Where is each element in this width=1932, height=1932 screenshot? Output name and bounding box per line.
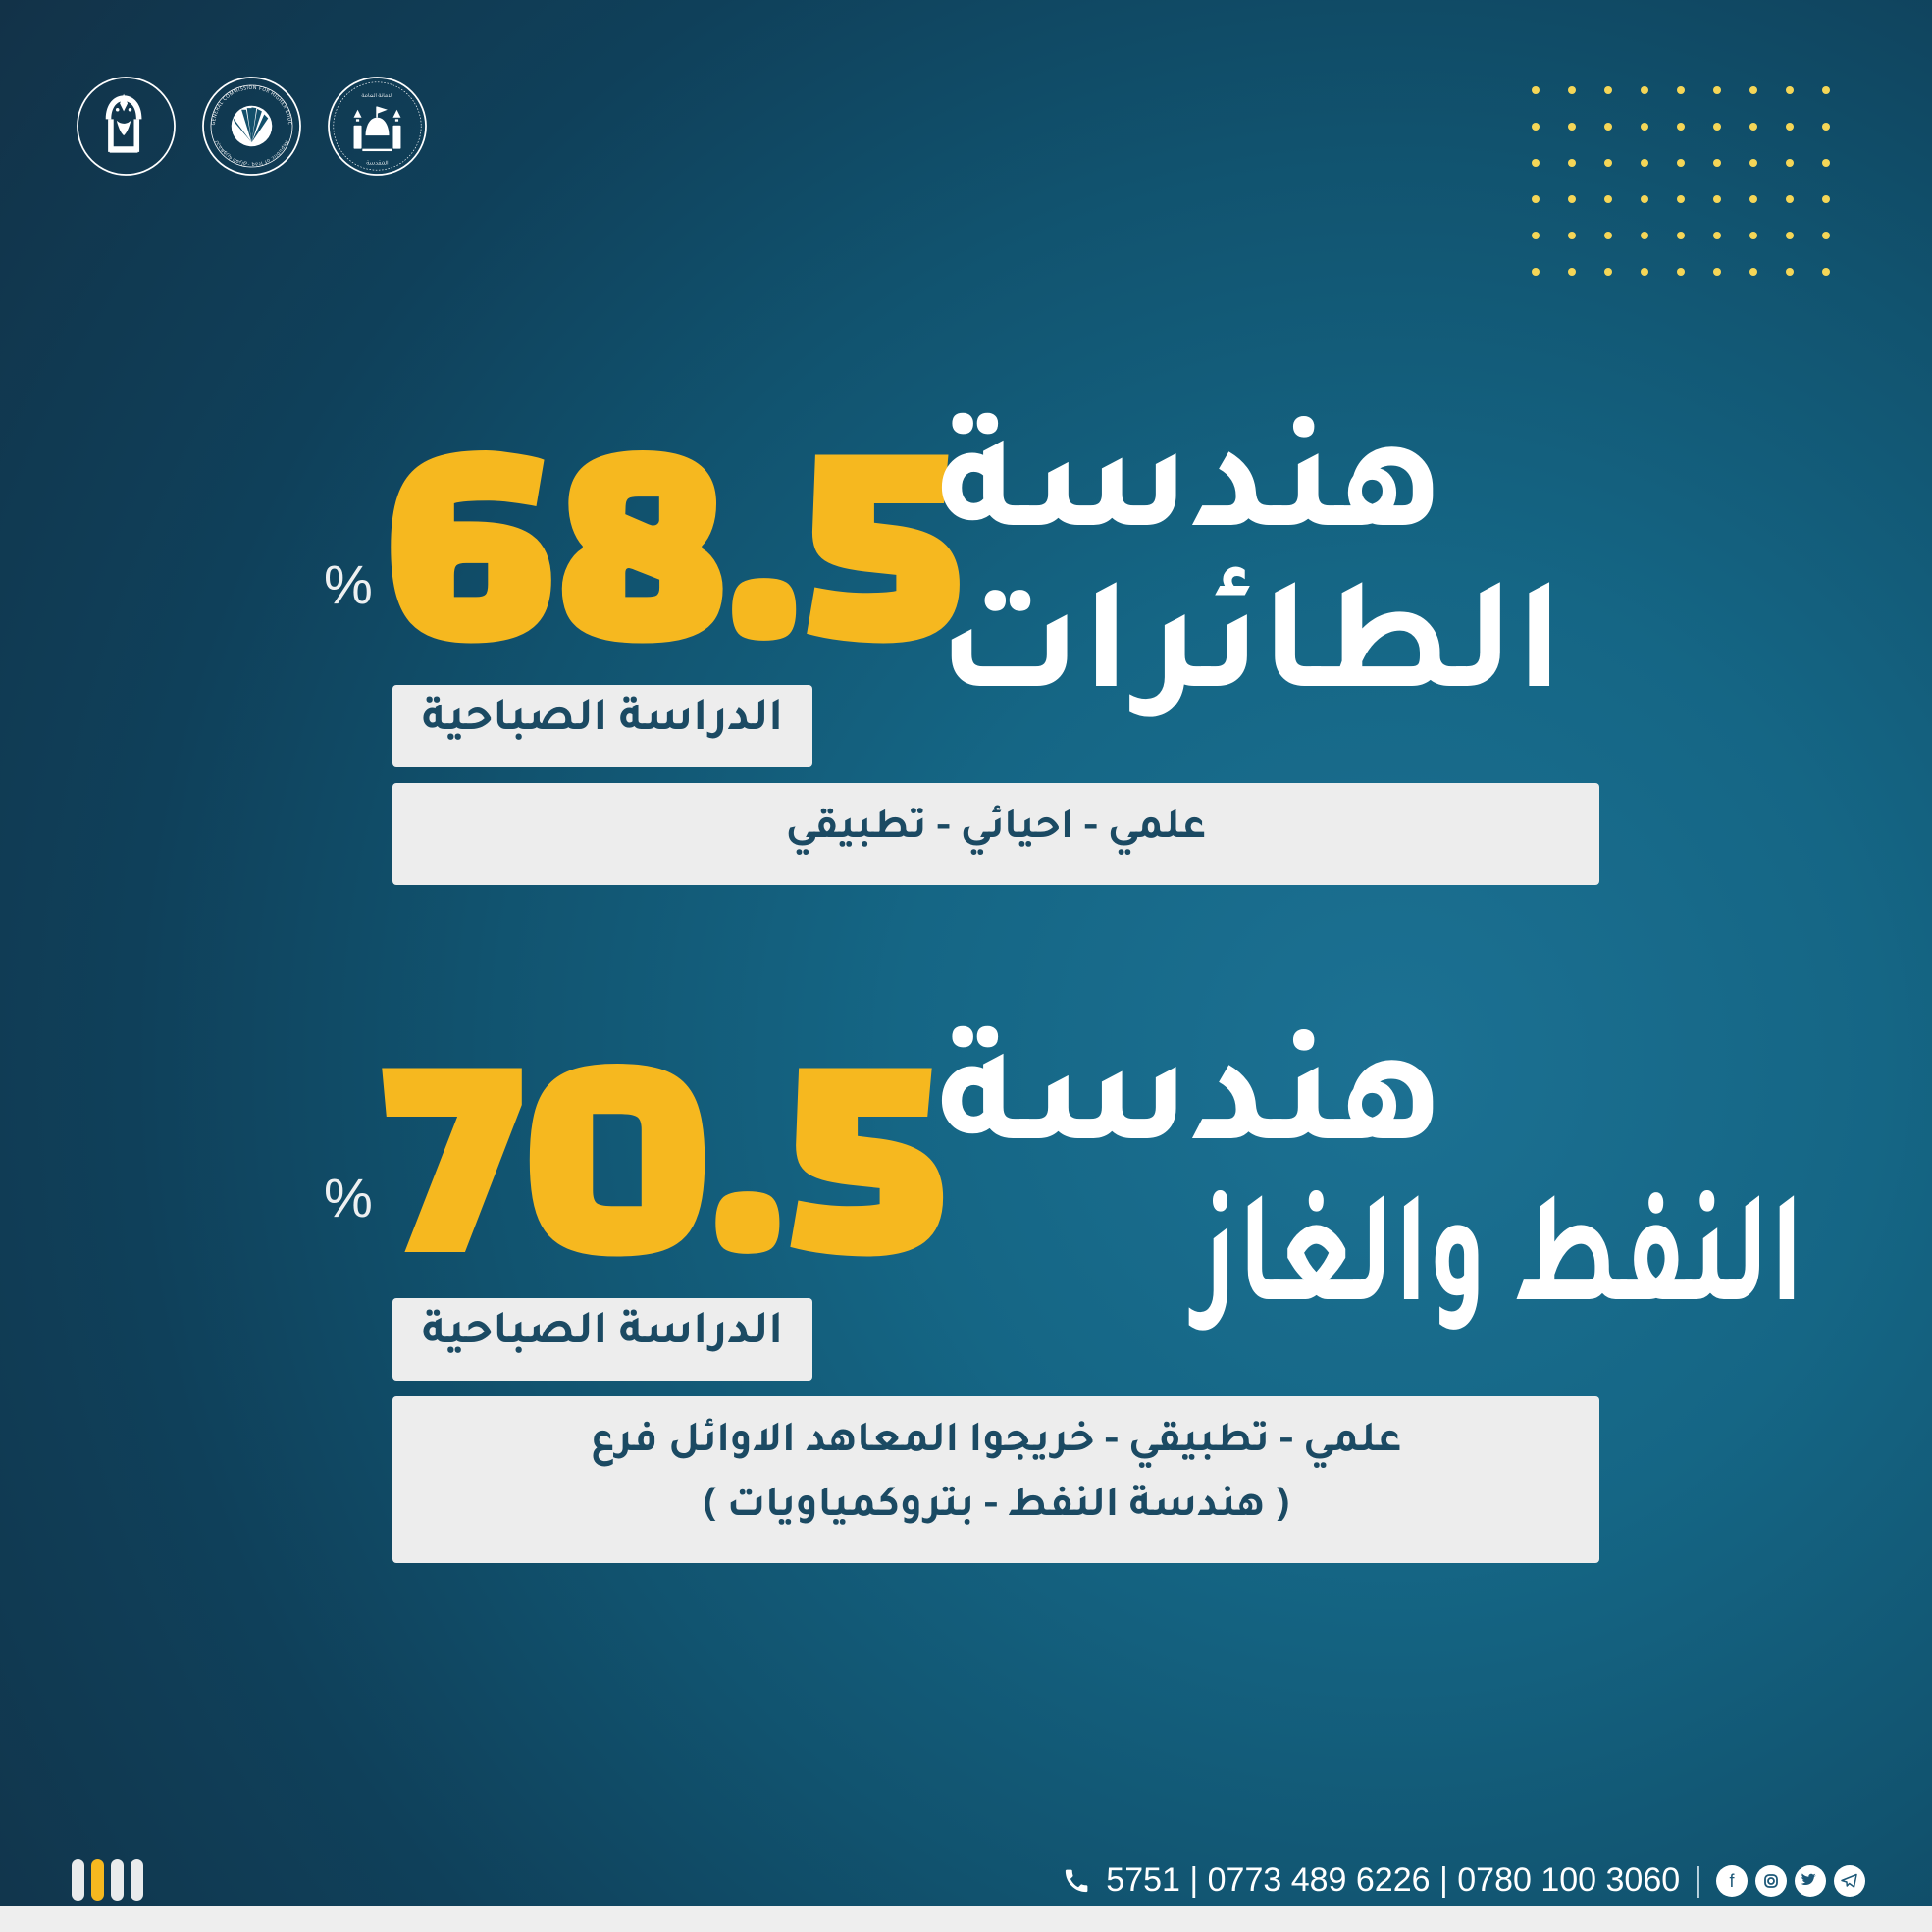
svg-text:المقدسة: المقدسة [366, 161, 388, 168]
svg-text:الامانة العامة: الامانة العامة [361, 93, 392, 100]
